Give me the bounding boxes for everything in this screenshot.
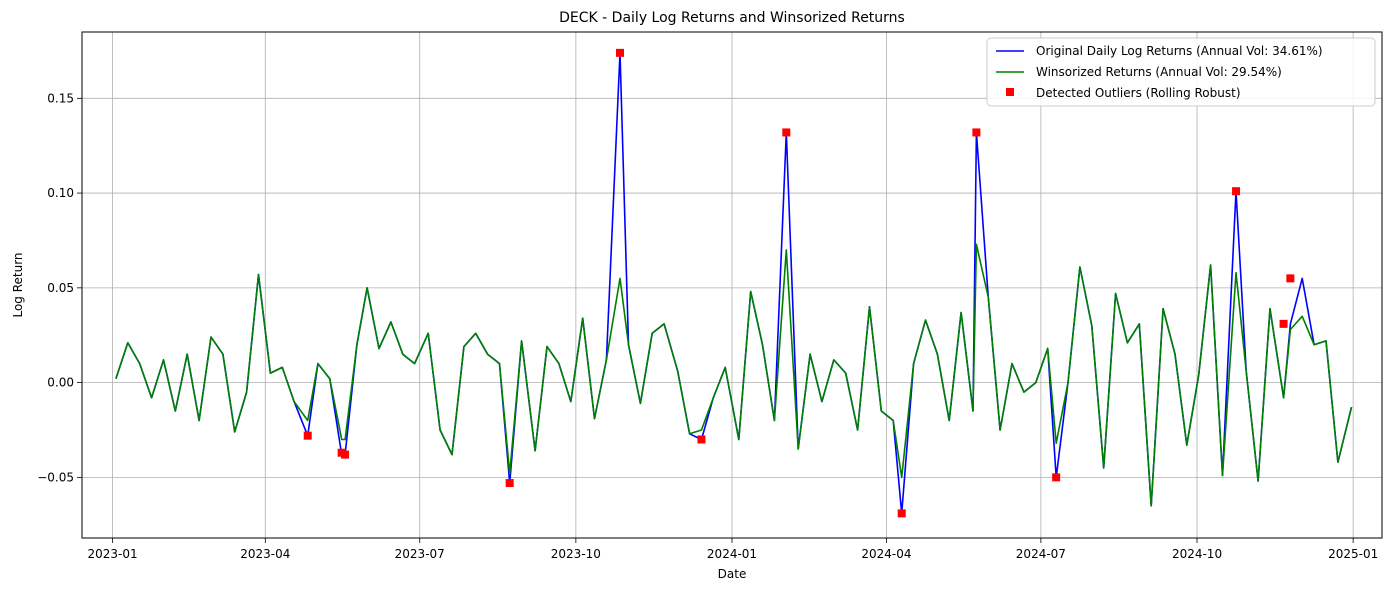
- x-tick-label: 2023-07: [395, 547, 445, 561]
- legend: Original Daily Log Returns (Annual Vol: …: [986, 37, 1376, 107]
- legend-box: [986, 37, 1376, 107]
- outlier-marker: [303, 431, 312, 440]
- x-axis-label: Date: [718, 567, 747, 581]
- x-tick-label: 2024-01: [707, 547, 757, 561]
- y-tick-label: 0.05: [47, 281, 74, 295]
- x-tick-label: 2023-04: [240, 547, 290, 561]
- legend-label-winsorized: Winsorized Returns (Annual Vol: 29.54%): [1036, 65, 1282, 79]
- y-tick-label: 0.00: [47, 376, 74, 390]
- y-axis-label: Log Return: [11, 252, 25, 317]
- series-layer: [115, 48, 1353, 518]
- y-tick-label: 0.15: [47, 91, 74, 105]
- outlier-marker: [1052, 473, 1061, 482]
- outlier-marker: [972, 128, 981, 137]
- outlier-marker: [1286, 274, 1295, 283]
- x-tick-label: 2025-01: [1328, 547, 1378, 561]
- grid: [82, 32, 1382, 538]
- outlier-marker: [697, 435, 706, 444]
- outlier-marker: [782, 128, 791, 137]
- x-tick-label: 2023-01: [87, 547, 137, 561]
- chart-title: DECK - Daily Log Returns and Winsorized …: [559, 10, 905, 26]
- legend-label-original: Original Daily Log Returns (Annual Vol: …: [1036, 44, 1323, 58]
- legend-swatch-outliers: [1006, 88, 1014, 96]
- x-tick-label: 2024-10: [1172, 547, 1222, 561]
- outlier-marker: [897, 509, 906, 518]
- outlier-marker: [341, 450, 350, 459]
- outlier-marker: [1232, 187, 1241, 196]
- y-tick-label: −0.05: [37, 470, 74, 484]
- winsorized-returns-line: [115, 243, 1353, 507]
- outlier-marker: [615, 48, 624, 57]
- x-tick-label: 2024-07: [1016, 547, 1066, 561]
- axis-ticks: 2023-01 2023-04 2023-07 2023-10 2024-01 2024-…: [37, 91, 1378, 561]
- outlier-marker: [505, 479, 514, 488]
- legend-label-outliers: Detected Outliers (Rolling Robust): [1036, 86, 1241, 100]
- outlier-marker: [1279, 319, 1288, 328]
- x-tick-label: 2023-10: [551, 547, 601, 561]
- x-tick-label: 2024-04: [861, 547, 911, 561]
- y-tick-label: 0.10: [47, 186, 74, 200]
- plot-frame: [81, 31, 1383, 539]
